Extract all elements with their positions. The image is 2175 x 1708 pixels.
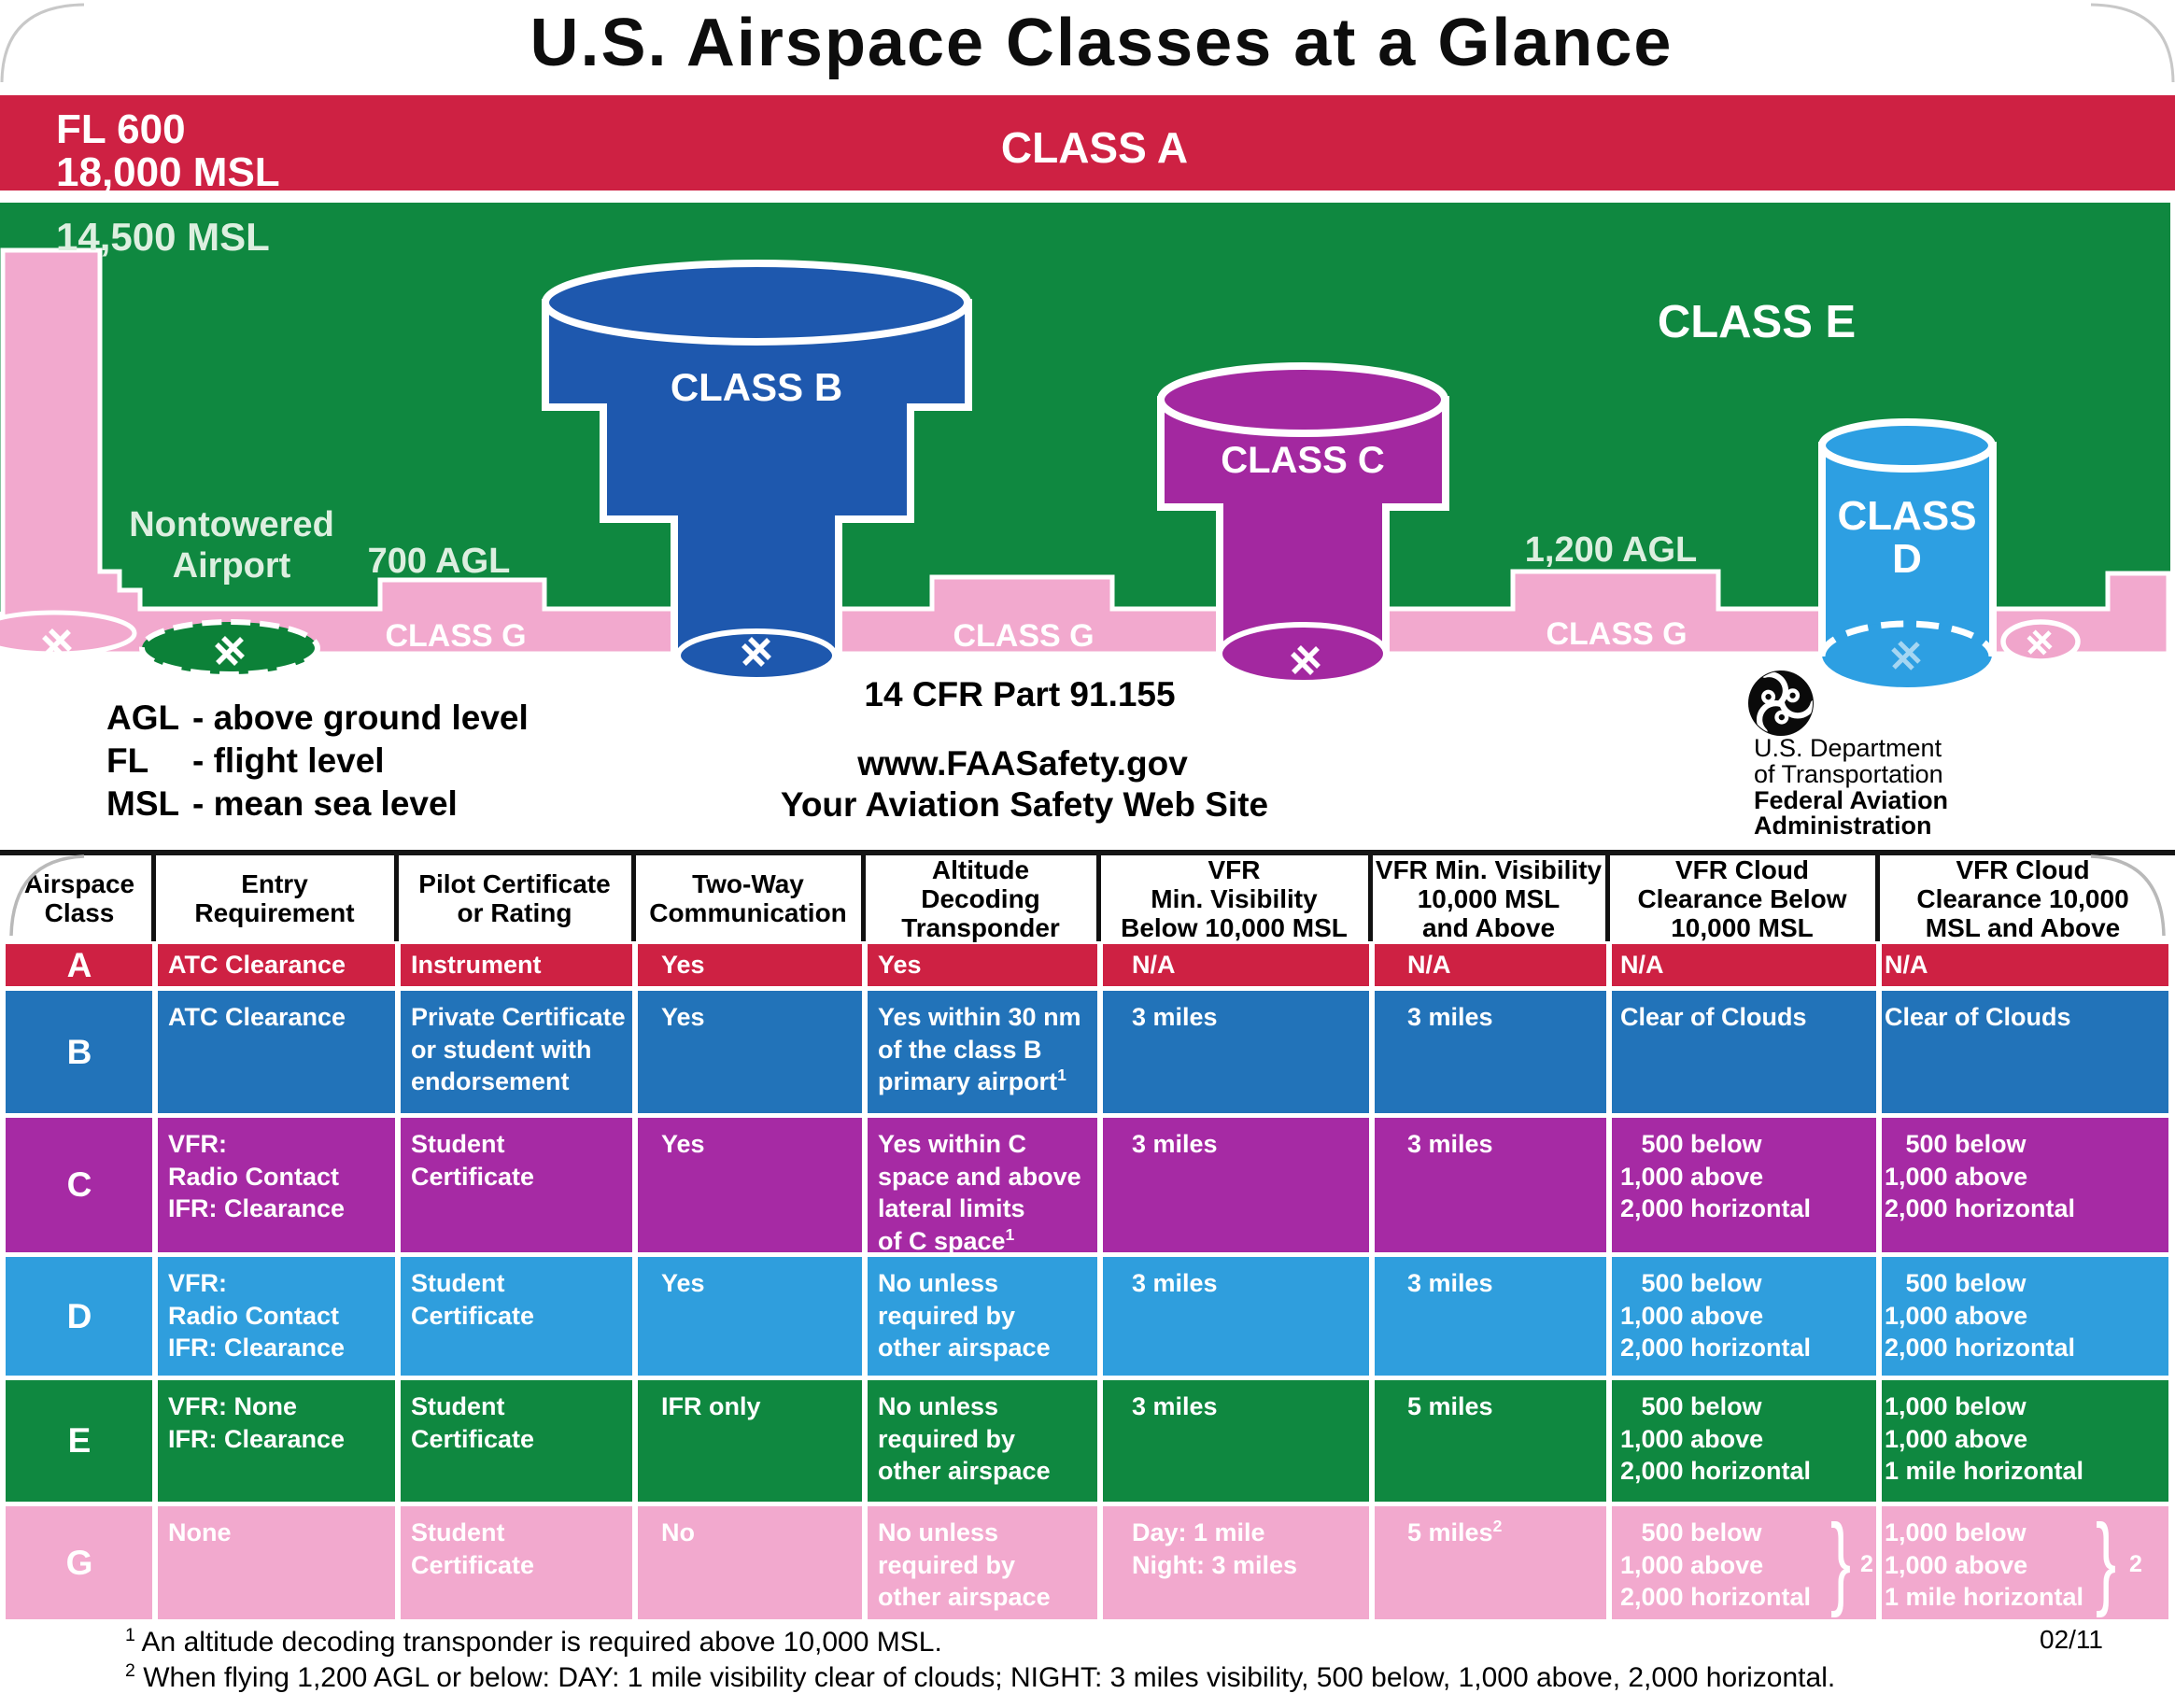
svg-text:14,500 MSL: 14,500 MSL [56, 215, 270, 259]
svg-text:CLASS E: CLASS E [1658, 297, 1856, 347]
svg-text:Federal Aviation: Federal Aviation [1754, 786, 1948, 814]
svg-text:Airport: Airport [173, 546, 291, 586]
svg-text:CLASS G: CLASS G [385, 618, 526, 654]
svg-text:18,000 MSL: 18,000 MSL [56, 149, 280, 195]
svg-text:MSL- mean sea level: MSL - mean sea level [106, 784, 458, 823]
svg-text:CLASS G: CLASS G [1546, 616, 1687, 652]
svg-text:14 CFR Part 91.155: 14 CFR Part 91.155 [864, 675, 1175, 713]
svg-text:U.S. Department: U.S. Department [1754, 734, 1942, 762]
svg-text:CLASS B: CLASS B [671, 365, 842, 409]
svg-text:D: D [1892, 536, 1922, 582]
svg-text:FL- flight level: FL - flight level [106, 741, 385, 780]
svg-text:of Transportation: of Transportation [1754, 760, 1943, 788]
svg-text:FL 600: FL 600 [56, 106, 186, 152]
svg-text:www.FAASafety.gov: www.FAASafety.gov [856, 744, 1188, 783]
svg-text:Administration: Administration [1754, 812, 1932, 840]
svg-text:Your Aviation Safety Web Site: Your Aviation Safety Web Site [781, 785, 1268, 824]
svg-text:1,200 AGL: 1,200 AGL [1525, 530, 1697, 570]
svg-text:CLASS A: CLASS A [1001, 123, 1188, 172]
svg-text:CLASS: CLASS [1837, 493, 1976, 539]
svg-text:CLASS C: CLASS C [1221, 440, 1385, 481]
svg-text:CLASS G: CLASS G [953, 618, 1094, 654]
svg-text:AGL- above ground level: AGL - above ground level [106, 699, 529, 737]
svg-text:Nontowered: Nontowered [129, 505, 334, 544]
svg-text:700 AGL: 700 AGL [368, 542, 511, 581]
